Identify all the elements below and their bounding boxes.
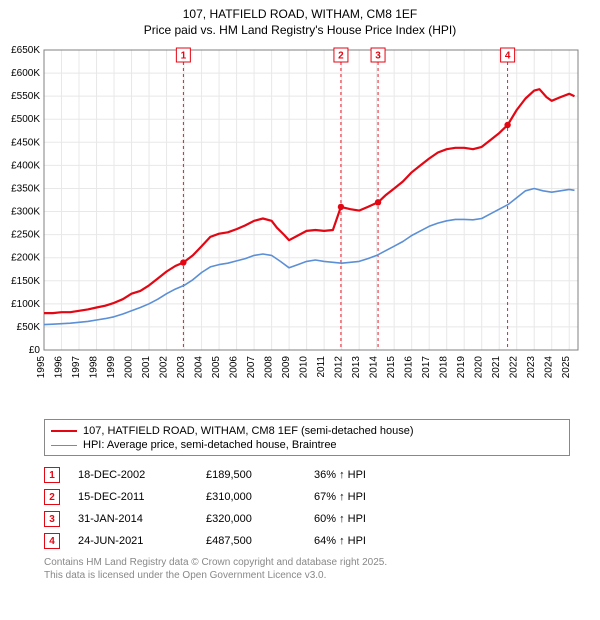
table-row: 4 24-JUN-2021 £487,500 64% ↑ HPI [44, 530, 570, 552]
svg-text:2015: 2015 [386, 356, 397, 379]
table-row: 1 18-DEC-2002 £189,500 36% ↑ HPI [44, 464, 570, 486]
svg-text:2022: 2022 [509, 356, 520, 379]
svg-text:£100K: £100K [11, 299, 40, 310]
svg-text:2007: 2007 [246, 356, 257, 379]
svg-text:1998: 1998 [89, 356, 100, 379]
sale-marker: 2 [44, 489, 60, 505]
sale-hpi-delta: 67% ↑ HPI [314, 491, 414, 503]
legend-label: 107, HATFIELD ROAD, WITHAM, CM8 1EF (sem… [83, 425, 414, 437]
sale-date: 31-JAN-2014 [78, 513, 188, 525]
svg-text:£500K: £500K [11, 115, 40, 126]
legend-swatch [51, 430, 77, 432]
sale-price: £487,500 [206, 535, 296, 547]
svg-text:3: 3 [375, 51, 381, 62]
svg-text:£300K: £300K [11, 207, 40, 218]
svg-text:2000: 2000 [124, 356, 135, 379]
svg-text:2025: 2025 [561, 356, 572, 379]
svg-text:2024: 2024 [544, 356, 555, 379]
svg-text:2002: 2002 [159, 356, 170, 379]
sale-date: 18-DEC-2002 [78, 469, 188, 481]
svg-text:£400K: £400K [11, 161, 40, 172]
svg-text:£250K: £250K [11, 230, 40, 241]
svg-text:2019: 2019 [456, 356, 467, 379]
svg-text:2021: 2021 [491, 356, 502, 379]
sale-marker: 3 [44, 511, 60, 527]
svg-text:£50K: £50K [17, 322, 41, 333]
svg-text:2011: 2011 [316, 356, 327, 378]
line-chart: £0 £50K £100K £150K £200K £250K £300K £350K £400… [0, 38, 600, 408]
svg-text:£350K: £350K [11, 184, 40, 195]
sale-date: 15-DEC-2011 [78, 491, 188, 503]
table-row: 2 15-DEC-2011 £310,000 67% ↑ HPI [44, 486, 570, 508]
attribution-footer: Contains HM Land Registry data © Crown c… [44, 556, 570, 582]
svg-text:2016: 2016 [404, 356, 415, 379]
svg-text:£200K: £200K [11, 253, 40, 264]
svg-text:£0: £0 [29, 345, 41, 356]
svg-text:2001: 2001 [141, 356, 152, 379]
svg-text:1999: 1999 [106, 356, 117, 379]
sale-hpi-delta: 64% ↑ HPI [314, 535, 414, 547]
svg-text:2014: 2014 [369, 356, 380, 379]
title-line-1: 107, HATFIELD ROAD, WITHAM, CM8 1EF [0, 6, 600, 22]
svg-text:£550K: £550K [11, 92, 40, 103]
legend-item: 107, HATFIELD ROAD, WITHAM, CM8 1EF (sem… [51, 424, 563, 438]
chart-area: £0 £50K £100K £150K £200K £250K £300K £350K £400… [0, 38, 600, 413]
table-row: 3 31-JAN-2014 £320,000 60% ↑ HPI [44, 508, 570, 530]
svg-text:2006: 2006 [229, 356, 240, 379]
svg-text:2003: 2003 [176, 356, 187, 379]
svg-text:£150K: £150K [11, 276, 40, 287]
svg-text:1997: 1997 [71, 356, 82, 379]
sale-hpi-delta: 60% ↑ HPI [314, 513, 414, 525]
svg-text:£600K: £600K [11, 68, 40, 79]
sale-price: £310,000 [206, 491, 296, 503]
svg-text:2020: 2020 [474, 356, 485, 379]
footer-line: This data is licensed under the Open Gov… [44, 569, 570, 582]
svg-text:2008: 2008 [264, 356, 275, 379]
legend: 107, HATFIELD ROAD, WITHAM, CM8 1EF (sem… [44, 419, 570, 456]
sales-table: 1 18-DEC-2002 £189,500 36% ↑ HPI 2 15-DEC-201… [44, 464, 570, 552]
footer-line: Contains HM Land Registry data © Crown c… [44, 556, 570, 569]
sale-marker: 1 [44, 467, 60, 483]
title-line-2: Price paid vs. HM Land Registry's House … [0, 22, 600, 38]
legend-item: HPI: Average price, semi-detached house,… [51, 438, 563, 452]
svg-text:1996: 1996 [54, 356, 65, 379]
svg-text:2009: 2009 [281, 356, 292, 379]
sale-marker: 4 [44, 533, 60, 549]
svg-text:2023: 2023 [526, 356, 537, 379]
sale-price: £320,000 [206, 513, 296, 525]
sale-date: 24-JUN-2021 [78, 535, 188, 547]
svg-text:2010: 2010 [299, 356, 310, 379]
svg-text:1: 1 [181, 51, 187, 62]
svg-text:2012: 2012 [334, 356, 345, 379]
sale-hpi-delta: 36% ↑ HPI [314, 469, 414, 481]
svg-text:2005: 2005 [211, 356, 222, 379]
svg-text:2004: 2004 [194, 356, 205, 379]
svg-text:2: 2 [338, 51, 344, 62]
svg-text:1995: 1995 [36, 356, 47, 379]
svg-text:2018: 2018 [439, 356, 450, 379]
svg-text:2013: 2013 [351, 356, 362, 379]
legend-label: HPI: Average price, semi-detached house,… [83, 439, 337, 451]
svg-text:£650K: £650K [11, 45, 40, 56]
svg-text:2017: 2017 [421, 356, 432, 379]
svg-text:4: 4 [505, 51, 511, 62]
sale-price: £189,500 [206, 469, 296, 481]
svg-text:£450K: £450K [11, 138, 40, 149]
chart-title: 107, HATFIELD ROAD, WITHAM, CM8 1EF Pric… [0, 0, 600, 38]
legend-swatch [51, 445, 77, 446]
